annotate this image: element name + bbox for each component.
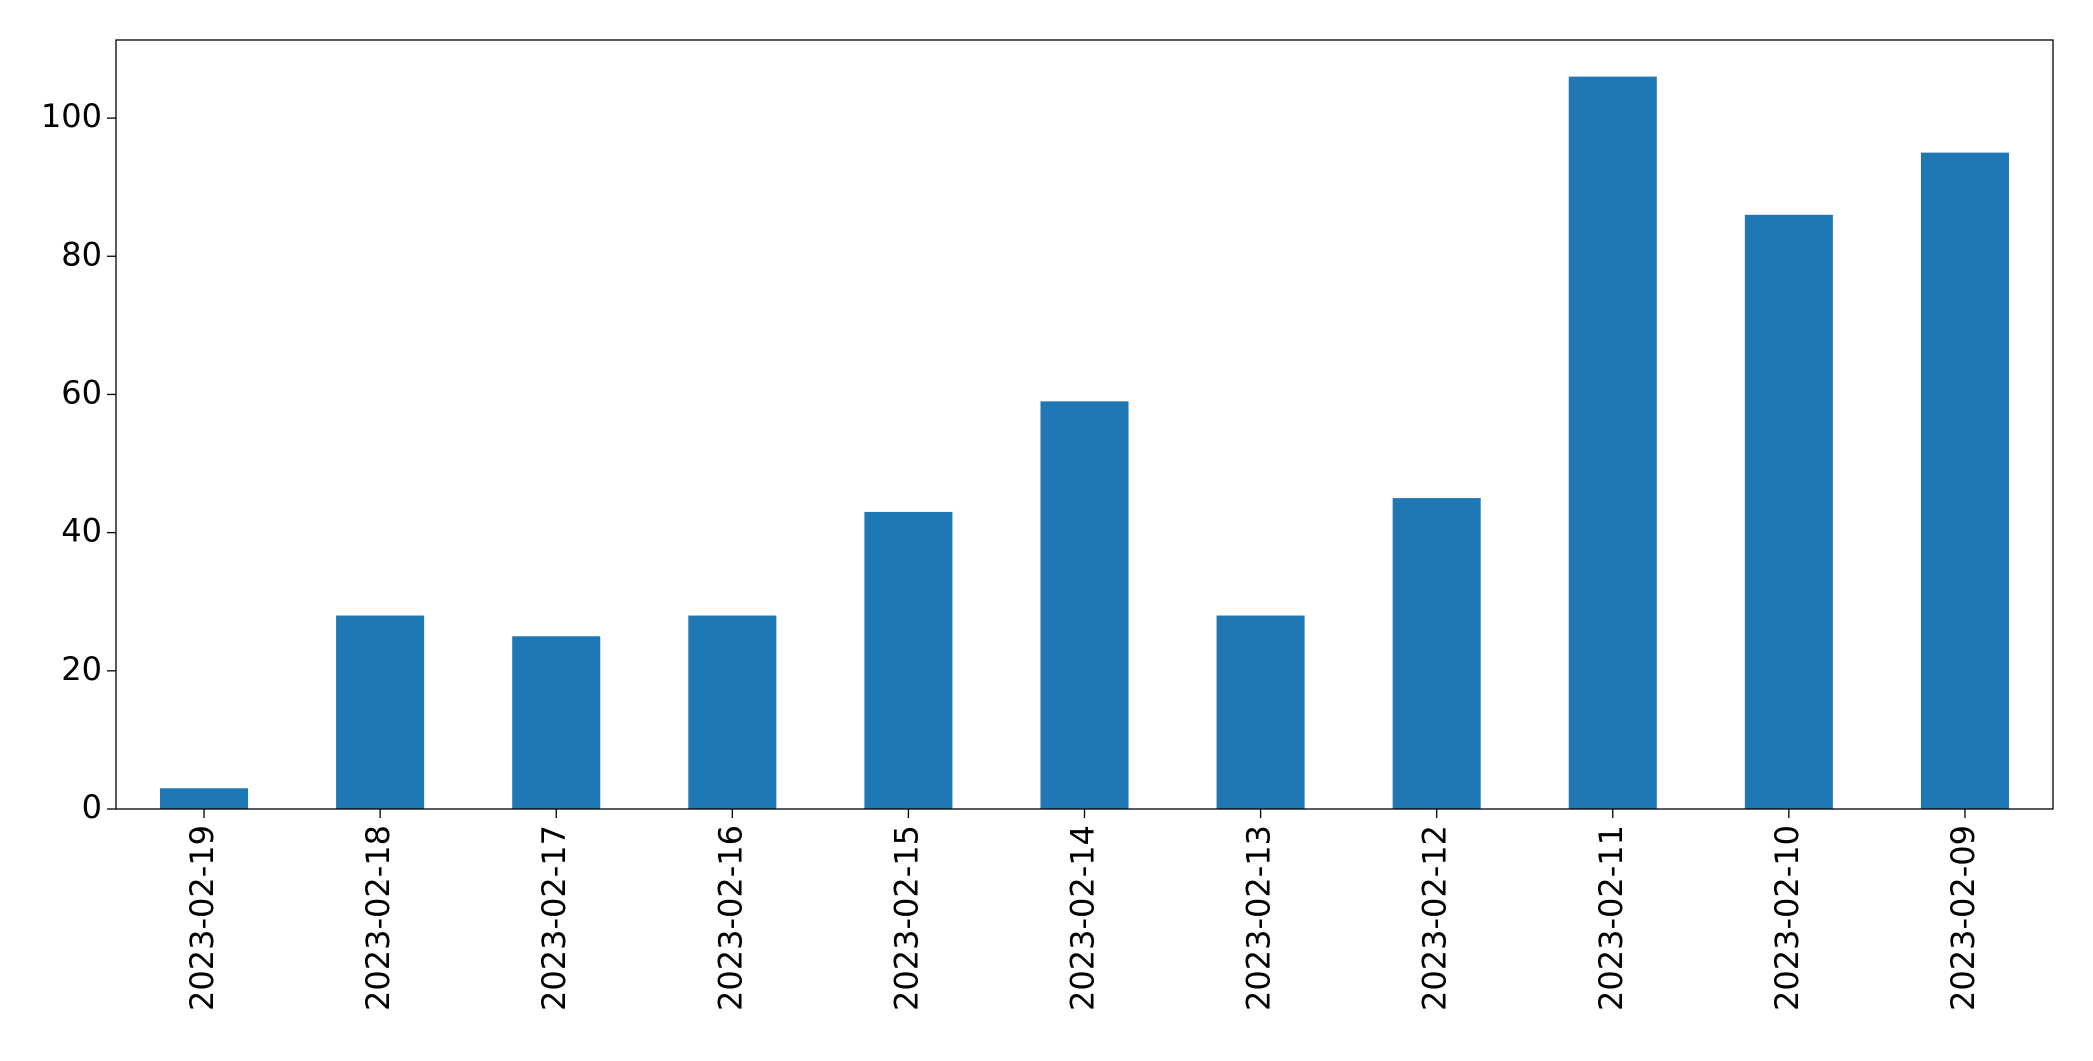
bar [336,615,425,809]
x-tick-label: 2023-02-15 [887,825,925,1011]
y-tick-label: 100 [41,97,102,135]
y-tick-label: 20 [61,650,102,688]
bar [160,788,249,809]
y-tick-label: 60 [61,373,102,411]
x-tick-label: 2023-02-18 [359,825,397,1011]
bar [1040,401,1129,809]
plot-frame [115,39,2054,810]
bar [1568,76,1657,810]
x-tick-label: 2023-02-13 [1240,825,1278,1011]
bar [864,511,953,809]
bar [512,636,601,809]
bar [1216,615,1305,809]
x-tick-label: 2023-02-10 [1768,825,1806,1011]
y-tick-label: 80 [61,235,102,273]
y-tick-label: 0 [82,788,102,826]
bar [688,615,777,809]
x-tick-label: 2023-02-19 [183,825,221,1011]
x-tick-label: 2023-02-16 [711,825,749,1011]
x-tick-label: 2023-02-14 [1064,825,1102,1011]
bar [1920,152,2009,809]
x-tick-label: 2023-02-12 [1416,825,1454,1011]
y-tick-label: 40 [61,512,102,550]
bar [1392,498,1481,809]
x-tick-label: 2023-02-17 [535,825,573,1011]
bar [1744,214,1833,809]
x-tick-label: 2023-02-11 [1592,825,1630,1011]
x-tick-label: 2023-02-09 [1944,825,1982,1011]
